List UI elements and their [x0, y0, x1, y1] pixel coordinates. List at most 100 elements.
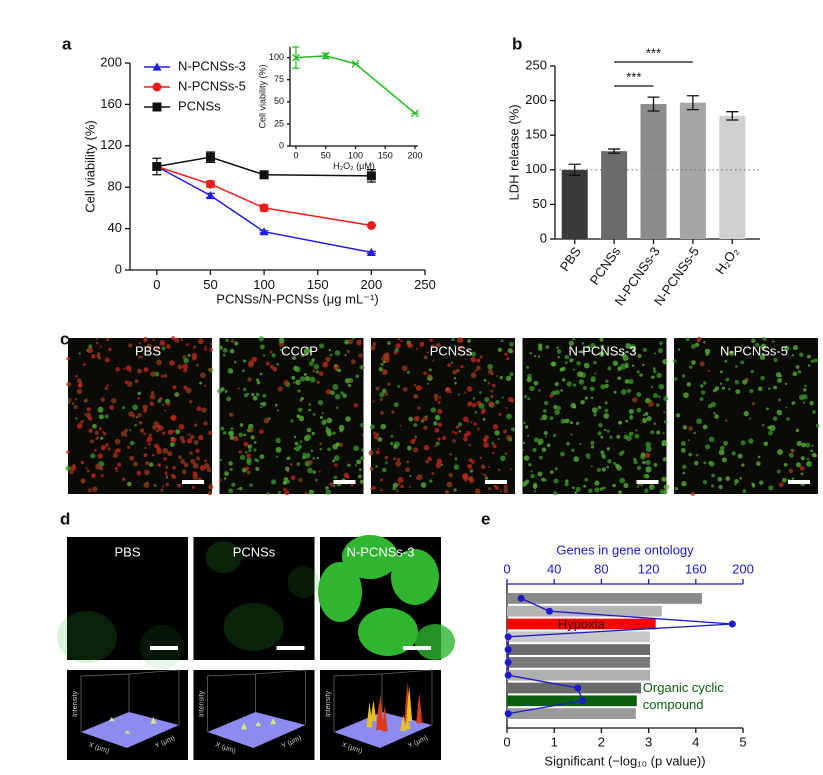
cell-dot [500, 455, 506, 462]
cell-dot [360, 456, 365, 461]
cell-dot [354, 464, 357, 467]
cell-dot [468, 443, 472, 447]
cell-dot [397, 384, 401, 388]
cell-dot [552, 433, 557, 438]
x2-tick-label: 40 [547, 561, 561, 576]
cell-dot [195, 448, 200, 453]
cell-dot [317, 399, 324, 406]
cell-dot [523, 442, 526, 445]
cell-dot [275, 437, 281, 444]
cell-dot [629, 431, 634, 437]
cell-dot [297, 389, 301, 393]
cell-dot [479, 456, 483, 460]
cell-dot [67, 401, 71, 404]
cell-dot [545, 435, 548, 438]
cell-dot [159, 340, 166, 346]
cell-dot [760, 343, 767, 350]
cell-dot [425, 459, 430, 464]
cell-dot [358, 353, 363, 358]
cell-dot [167, 429, 174, 435]
cell-dot [152, 425, 157, 430]
cell-dot [299, 376, 306, 382]
cell-dot [399, 424, 402, 427]
cell-dot [680, 441, 686, 446]
cell-dot [564, 354, 569, 360]
cell-dot [292, 381, 295, 384]
bar [719, 115, 746, 239]
cell-dot [135, 416, 138, 419]
cell-dot [604, 408, 609, 413]
cell-dot [380, 362, 384, 367]
cell-dot [347, 463, 351, 467]
cell-dot [224, 390, 228, 393]
cell-dot [778, 482, 784, 488]
y-tick-label: 50 [533, 196, 547, 211]
cell-dot [177, 364, 183, 370]
cell-dot [238, 450, 242, 454]
cell-dot [203, 463, 210, 469]
cell-dot [648, 401, 654, 407]
cell-dot [346, 349, 350, 354]
cell-dot [527, 397, 531, 401]
cell-dot [470, 420, 473, 424]
cell-dot [717, 476, 723, 482]
cell-dot [533, 482, 538, 487]
cell-dot [137, 397, 140, 400]
cell-dot [408, 485, 411, 488]
x-tick-label: 5 [739, 734, 746, 749]
cell-dot [357, 474, 362, 479]
cell-dot [195, 363, 199, 367]
cell-dot [325, 356, 331, 363]
surface-peak [270, 718, 277, 725]
cell-dot [104, 386, 109, 391]
cell-dot [441, 435, 447, 441]
cell-dot [613, 362, 616, 365]
cell-dot [252, 395, 258, 401]
cell-dot [183, 357, 190, 364]
surface-peak [404, 718, 411, 729]
cell-dot [245, 466, 250, 471]
cell-dot [446, 481, 453, 488]
cell-dot [646, 468, 650, 473]
cell-dot [230, 427, 234, 431]
cell-dot [164, 471, 168, 474]
cell-dot [137, 368, 143, 374]
cell-dot [509, 468, 512, 471]
cell-dot [319, 343, 325, 349]
cell-dot [689, 365, 693, 369]
cell-dot [676, 413, 681, 418]
cell-dot [166, 344, 171, 349]
cell-dot [664, 420, 668, 424]
panel-letter: a [62, 34, 72, 53]
cell-dot [604, 401, 608, 405]
cell-dot [572, 337, 575, 341]
cell-dot [493, 484, 497, 488]
cell-dot [612, 360, 619, 367]
cell-dot [229, 348, 235, 354]
cell-dot [788, 468, 794, 474]
cell-dot [641, 484, 644, 487]
cell-dot [400, 484, 404, 489]
cell-dot [146, 343, 152, 349]
marker [205, 152, 215, 162]
cell-dot [642, 347, 647, 352]
x-tick-label: 3 [645, 734, 652, 749]
significance-label: *** [646, 45, 661, 60]
cell-dot [557, 356, 560, 359]
cell-dot [618, 451, 623, 457]
cell-dot [473, 422, 477, 426]
cell-dot [275, 446, 282, 453]
cell-dot [80, 460, 85, 465]
cell-dot [776, 469, 781, 474]
cell-dot [791, 401, 795, 405]
cell-dot [285, 466, 290, 472]
cell-dot [593, 413, 597, 417]
cell-dot [172, 385, 177, 390]
cell-dot [438, 422, 443, 427]
cell-dot [499, 376, 503, 380]
cell-dot [561, 378, 566, 382]
cell-dot [478, 403, 485, 409]
cell-dot [452, 370, 457, 375]
cell-dot [148, 433, 152, 437]
